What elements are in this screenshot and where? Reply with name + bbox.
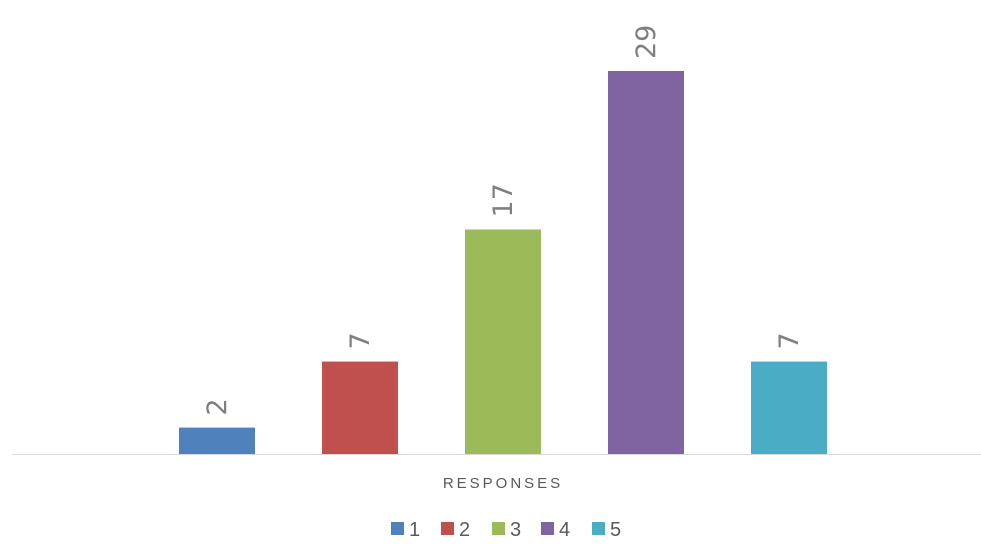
- legend-label-3: 3: [510, 519, 521, 541]
- legend-label-5: 5: [610, 519, 621, 541]
- bar-2: [322, 361, 398, 454]
- x-axis-title: RESPONSES: [443, 475, 563, 492]
- legend-label-1: 1: [409, 519, 420, 541]
- data-label-2: 7: [345, 332, 376, 349]
- bar-5: [751, 361, 827, 454]
- bar-1: [179, 427, 255, 454]
- data-labels-group: 2 7 17 29 7: [202, 25, 805, 416]
- legend-label-2: 2: [459, 519, 470, 541]
- data-label-1: 2: [202, 398, 233, 415]
- legend-swatch-3: [492, 522, 505, 535]
- bar-3: [465, 229, 541, 454]
- legend-swatch-5: [592, 522, 605, 535]
- bars-group: [179, 71, 827, 454]
- legend-swatch-4: [541, 522, 554, 535]
- data-label-5: 7: [774, 332, 805, 349]
- legend-swatch-2: [441, 522, 454, 535]
- bar-4: [608, 71, 684, 454]
- data-label-3: 17: [488, 183, 519, 217]
- legend: 1 2 3 4 5: [391, 519, 621, 541]
- legend-swatch-1: [391, 522, 404, 535]
- legend-label-4: 4: [559, 519, 570, 541]
- data-label-4: 29: [631, 25, 662, 59]
